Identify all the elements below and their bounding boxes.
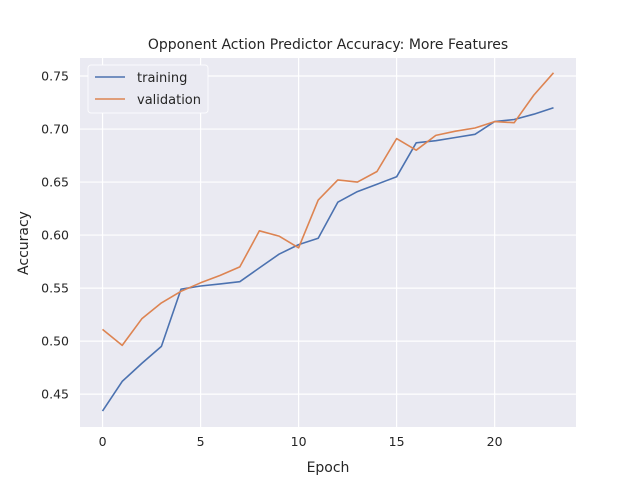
y-tick-label: 0.60 bbox=[41, 228, 69, 243]
y-tick-label: 0.65 bbox=[41, 175, 69, 190]
y-tick-label: 0.45 bbox=[41, 387, 69, 402]
legend-label-validation: validation bbox=[137, 93, 201, 108]
y-tick-label: 0.55 bbox=[41, 281, 69, 296]
y-axis-label: Accuracy bbox=[16, 211, 32, 275]
x-tick-label: 5 bbox=[197, 434, 205, 449]
x-tick-label: 10 bbox=[291, 434, 307, 449]
series-lines bbox=[101, 72, 555, 412]
plot-background bbox=[80, 58, 576, 427]
y-tick-labels: 0.45 0.50 0.55 0.60 0.65 0.70 0.75 bbox=[41, 69, 69, 402]
legend: training validation bbox=[87, 64, 209, 114]
x-tick-label: 15 bbox=[389, 434, 405, 449]
chart-title: Opponent Action Predictor Accuracy: More… bbox=[148, 37, 508, 53]
x-tick-label: 20 bbox=[487, 434, 503, 449]
x-axis-label: Epoch bbox=[307, 460, 350, 476]
x-tick-labels: 0 5 10 15 20 bbox=[99, 434, 503, 449]
series-line-training bbox=[101, 107, 554, 412]
legend-label-training: training bbox=[137, 71, 187, 86]
y-tick-label: 0.50 bbox=[41, 334, 69, 349]
y-tick-label: 0.70 bbox=[41, 122, 69, 137]
series-line-validation bbox=[101, 72, 555, 347]
y-tick-label: 0.75 bbox=[41, 69, 69, 84]
grid bbox=[80, 58, 576, 427]
x-tick-label: 0 bbox=[99, 434, 107, 449]
